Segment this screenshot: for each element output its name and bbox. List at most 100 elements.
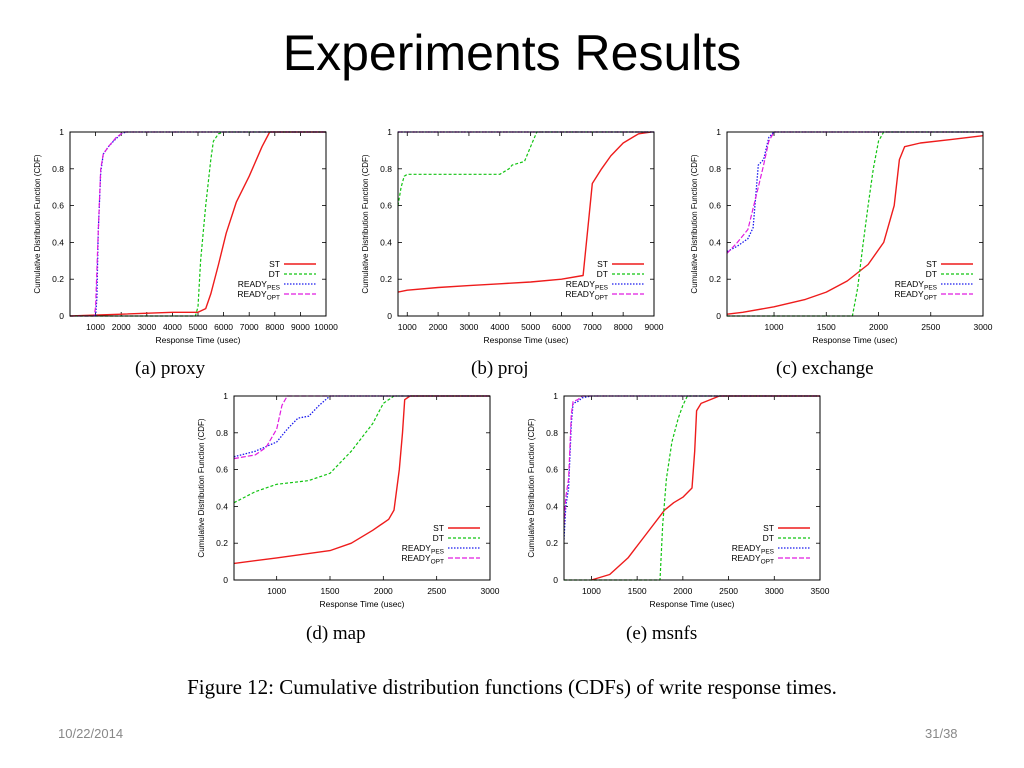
y-tick-label: 0.2 [380, 274, 392, 284]
y-tick-label: 0.2 [52, 274, 64, 284]
y-tick-label: 0.6 [709, 201, 721, 211]
x-tick-label: 4000 [490, 322, 509, 332]
legend-subscript: PES [761, 549, 775, 556]
x-tick-label: 5000 [521, 322, 540, 332]
legend-label: ST [433, 523, 444, 533]
legend-label: ST [926, 259, 937, 269]
chart-msnfs: 0 0.2 0.4 0.6 0.8 1 1000 1500 2000 2500 3000 3500 Re… [512, 386, 842, 622]
chart-exchange: 0 0.2 0.4 0.6 0.8 1 1000 1500 2000 2500 3000 Respon… [675, 122, 1005, 358]
x-tick-label: 1000 [86, 322, 105, 332]
legend-subscript: OPT [267, 295, 280, 302]
y-tick-label: 0.6 [216, 465, 228, 475]
x-tick-label: 8000 [614, 322, 633, 332]
x-tick-label: 3000 [765, 586, 784, 596]
y-tick-label: 0 [223, 575, 228, 585]
y-tick-label: 1 [553, 391, 558, 401]
legend-subscript: PES [431, 549, 445, 556]
x-tick-label: 9000 [645, 322, 664, 332]
x-tick-label: 1500 [628, 586, 647, 596]
subcaption-msnfs: (e) msnfs [626, 623, 698, 644]
series-group [398, 131, 654, 293]
x-tick-label: 2000 [429, 322, 448, 332]
y-tick-label: 0.4 [216, 501, 228, 511]
plot-frame [726, 131, 984, 317]
series-line-st [70, 131, 326, 317]
legend-subscript: PES [267, 285, 281, 292]
series-line-ready-opt [234, 395, 490, 460]
x-tick-label: 5000 [189, 322, 208, 332]
x-tick-label: 9000 [291, 322, 310, 332]
x-tick-label: 6000 [552, 322, 571, 332]
y-tick-label: 0.2 [546, 538, 558, 548]
x-tick-label: 1000 [765, 322, 784, 332]
x-tick-label: 6000 [214, 322, 233, 332]
y-tick-label: 0.2 [216, 538, 228, 548]
chart-svg: 0 0.2 0.4 0.6 0.8 1 1000 1500 2000 2500 3000 3500 Re… [527, 391, 830, 609]
y-tick-label: 0.6 [546, 465, 558, 475]
x-tick-label: 1000 [398, 322, 417, 332]
legend-label: ST [269, 259, 280, 269]
series-line-st [234, 395, 490, 565]
y-tick-label: 0.8 [709, 164, 721, 174]
series-line-ready-pes [727, 131, 983, 253]
series-line-ready-opt [70, 131, 326, 317]
series-group [727, 131, 983, 317]
x-axis-label: Response Time (usec) [483, 335, 568, 345]
x-axis-label: Response Time (usec) [812, 335, 897, 345]
series-line-ready-pes [94, 131, 326, 317]
x-tick-label: 10000 [314, 322, 338, 332]
y-tick-label: 1 [223, 391, 228, 401]
x-tick-label: 1000 [582, 586, 601, 596]
legend-label: DT [269, 269, 280, 279]
y-tick-label: 0.4 [546, 501, 558, 511]
plot-frame [397, 131, 655, 317]
subcaption-proj: (b) proj [471, 358, 529, 379]
x-tick-label: 3000 [481, 586, 500, 596]
slide-number: 31/38 [925, 726, 958, 741]
y-tick-label: 0 [716, 311, 721, 321]
legend-subscript: OPT [431, 559, 444, 566]
series-line-ready-opt [727, 131, 983, 254]
y-tick-label: 0.4 [52, 237, 64, 247]
chart-svg: 0 0.2 0.4 0.6 0.8 1 1000 2000 3000 4000 5000 6000 70… [361, 127, 664, 345]
series-line-ready-pes [564, 395, 820, 540]
series-line-st [591, 395, 820, 581]
legend-label: DT [597, 269, 608, 279]
legend-label: DT [926, 269, 937, 279]
series-line-dt [70, 131, 326, 317]
y-tick-label: 1 [59, 127, 64, 137]
y-axis-label: Cumulative Distribution Function (CDF) [361, 154, 370, 293]
x-tick-label: 7000 [583, 322, 602, 332]
figure-caption: Figure 12: Cumulative distribution funct… [187, 675, 837, 699]
y-tick-label: 0 [387, 311, 392, 321]
slide-title: Experiments Results [282, 25, 742, 81]
x-tick-label: 2500 [719, 586, 738, 596]
x-axis-label: Response Time (usec) [649, 599, 734, 609]
series-line-st [398, 131, 652, 293]
y-tick-label: 0 [553, 575, 558, 585]
series-line-dt [727, 131, 983, 317]
chart-proj: 0 0.2 0.4 0.6 0.8 1 1000 2000 3000 4000 5000 6000 70… [346, 122, 676, 358]
subcaption-proxy: (a) proxy [135, 358, 206, 379]
chart-svg: 0 0.2 0.4 0.6 0.8 1 1000 1500 2000 2500 3000 Respon… [197, 391, 500, 609]
x-axis-label: Response Time (usec) [319, 599, 404, 609]
subcaption-exchange: (c) exchange [776, 358, 874, 379]
y-tick-label: 0.8 [216, 428, 228, 438]
series-group [70, 131, 326, 317]
y-tick-label: 0.8 [52, 164, 64, 174]
x-tick-label: 1500 [321, 586, 340, 596]
y-axis-label: Cumulative Distribution Function (CDF) [197, 418, 206, 557]
x-tick-label: 3000 [974, 322, 993, 332]
y-tick-label: 0.8 [546, 428, 558, 438]
x-tick-label: 8000 [265, 322, 284, 332]
x-tick-label: 2000 [673, 586, 692, 596]
series-group [234, 395, 490, 565]
y-tick-label: 0.2 [709, 274, 721, 284]
plot-frame [563, 395, 821, 581]
legend-label: ST [597, 259, 608, 269]
x-axis-label: Response Time (usec) [155, 335, 240, 345]
y-tick-label: 0 [59, 311, 64, 321]
x-tick-label: 3000 [137, 322, 156, 332]
series-line-st [727, 135, 983, 315]
y-axis-label: Cumulative Distribution Function (CDF) [527, 418, 536, 557]
